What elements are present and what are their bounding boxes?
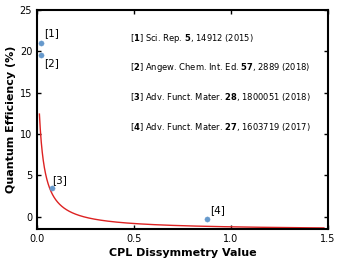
- Text: $\mathbf{\left[3\right]}$ Adv. Funct. Mater. $\mathbf{28}$, 1800051 (2018): $\mathbf{\left[3\right]}$ Adv. Funct. Ma…: [130, 91, 311, 103]
- Text: [1]: [1]: [44, 28, 59, 38]
- Y-axis label: Quantum Efficiency (%): Quantum Efficiency (%): [5, 46, 16, 193]
- Text: [2]: [2]: [44, 58, 59, 68]
- Text: $\mathbf{\left[1\right]}$ Sci. Rep. $\mathbf{5}$, 14912 (2015): $\mathbf{\left[1\right]}$ Sci. Rep. $\ma…: [130, 31, 254, 45]
- Text: $\mathbf{\left[2\right]}$ Angew. Chem. Int. Ed. $\mathbf{57}$, 2889 (2018): $\mathbf{\left[2\right]}$ Angew. Chem. I…: [130, 61, 311, 74]
- Point: [39, 41, 44, 45]
- Text: [4]: [4]: [210, 205, 225, 215]
- Point: [49, 186, 54, 190]
- Text: $\mathbf{\left[4\right]}$ Adv. Funct. Mater. $\mathbf{27}$, 1603719 (2017): $\mathbf{\left[4\right]}$ Adv. Funct. Ma…: [130, 121, 311, 133]
- Point: [39, 53, 44, 57]
- Point: [204, 217, 209, 221]
- Text: [3]: [3]: [53, 176, 68, 185]
- X-axis label: CPL Dissymmetry Value: CPL Dissymmetry Value: [108, 248, 256, 258]
